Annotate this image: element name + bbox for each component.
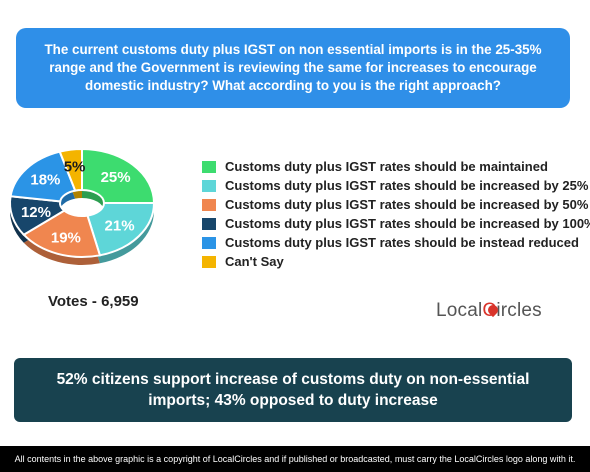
legend-swatch (202, 160, 216, 173)
logo-text-prefix: Local (436, 300, 483, 321)
chart-legend: Customs duty plus IGST rates should be m… (202, 157, 590, 271)
pie-label-1: 25% (101, 169, 131, 186)
legend-label: Customs duty plus IGST rates should be i… (225, 178, 589, 193)
question-text: The current customs duty plus IGST on no… (44, 42, 542, 93)
votes-count: Votes - 6,959 (48, 293, 139, 310)
legend-item: Customs duty plus IGST rates should be i… (202, 233, 590, 252)
legend-label: Customs duty plus IGST rates should be m… (225, 159, 548, 174)
pie-label-3: 19% (51, 230, 81, 247)
legend-label: Customs duty plus IGST rates should be i… (225, 216, 590, 231)
pie-slice-6 (58, 147, 83, 192)
legend-item: Customs duty plus IGST rates should be i… (202, 195, 590, 214)
legend-swatch (202, 179, 216, 192)
pie-slice-3 (22, 209, 102, 258)
question-banner: The current customs duty plus IGST on no… (16, 28, 570, 108)
finding-banner: 52% citizens support increase of customs… (14, 358, 572, 422)
legend-item: Customs duty plus IGST rates should be i… (202, 214, 590, 233)
legend-label: Customs duty plus IGST rates should be i… (225, 235, 579, 250)
pie-label-4: 12% (21, 204, 51, 221)
legend-swatch (202, 217, 216, 230)
legend-label: Can't Say (225, 254, 284, 269)
pie-label-2: 21% (105, 218, 135, 235)
pie-slice-5 (9, 150, 77, 203)
pie-label-5: 18% (30, 172, 60, 189)
logo-text-suffix: ircles (496, 300, 542, 321)
legend-swatch (202, 198, 216, 211)
localcircles-logo: LocalCircles (436, 300, 542, 322)
pie-slice-2 (86, 202, 156, 257)
legend-swatch (202, 236, 216, 249)
footer-text: All contents in the above graphic is a c… (14, 454, 576, 464)
finding-text: 52% citizens support increase of customs… (56, 371, 530, 409)
legend-item: Customs duty plus IGST rates should be m… (202, 157, 590, 176)
legend-label: Customs duty plus IGST rates should be i… (225, 197, 589, 212)
pie-slice-1 (81, 147, 156, 204)
legend-swatch (202, 255, 216, 268)
legend-item: Customs duty plus IGST rates should be i… (202, 176, 590, 195)
legend-item: Can't Say (202, 252, 590, 271)
pie-label-6: 5% (64, 159, 86, 176)
copyright-footer: All contents in the above graphic is a c… (0, 446, 590, 472)
